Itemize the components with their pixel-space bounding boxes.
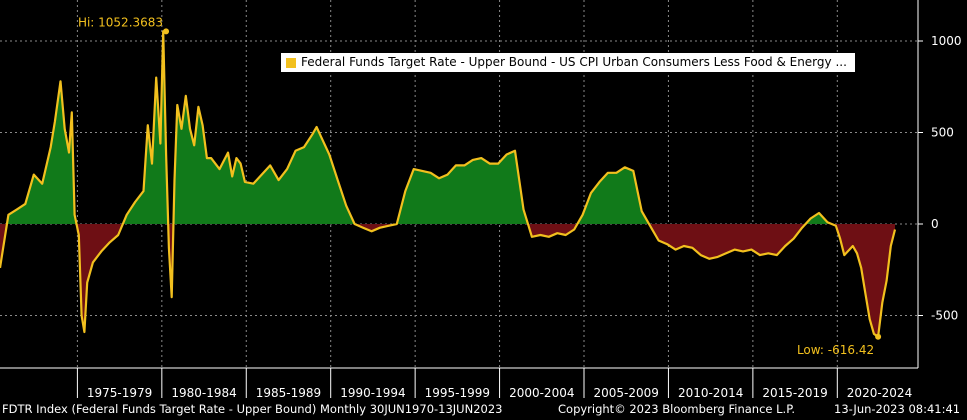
- y-tick-label: 1000: [931, 34, 962, 48]
- y-tick-label: -500: [931, 309, 958, 323]
- positive-area: [0, 31, 895, 224]
- x-period-label: 1985-1989: [256, 386, 321, 400]
- x-period-label: 1980-1984: [171, 386, 236, 400]
- x-period-label: 1990-1994: [340, 386, 405, 400]
- high-annotation-label: Hi: 1052.3683: [78, 15, 163, 29]
- negative-area: [0, 224, 895, 337]
- footer-ticker-info: FDTR Index (Federal Funds Target Rate - …: [2, 402, 503, 416]
- area-fills: [0, 31, 895, 337]
- axes: 1000 500 0 -500 1975-1979 1980-1984 1985-1989 1…: [0, 0, 962, 400]
- footer-timestamp: 13-Jun-2023 08:41:41: [834, 402, 961, 416]
- series-lines: [0, 30, 897, 338]
- series-line: [0, 30, 897, 338]
- y-tick-label: 0: [931, 217, 939, 231]
- x-period-label: 1995-1999: [425, 386, 490, 400]
- annotations: Hi: 1052.3683 Low: -616.42: [78, 15, 882, 357]
- legend-label: Federal Funds Target Rate - Upper Bound …: [301, 55, 847, 69]
- x-period-label: 2005-2009: [594, 386, 659, 400]
- footer-copyright: Copyright© 2023 Bloomberg Finance L.P.: [558, 402, 795, 416]
- low-annotation-label: Low: -616.42: [797, 343, 874, 357]
- x-period-label: 2010-2014: [678, 386, 743, 400]
- x-period-label: 2015-2019: [762, 386, 827, 400]
- x-period-label: 1975-1979: [87, 386, 152, 400]
- legend[interactable]: Federal Funds Target Rate - Upper Bound …: [281, 53, 855, 72]
- x-period-label: 2020-2024: [847, 386, 912, 400]
- legend-swatch-icon: [286, 58, 296, 68]
- low-marker: [875, 333, 882, 340]
- high-marker: [163, 28, 170, 35]
- y-tick-label: 500: [931, 126, 954, 140]
- x-period-label: 2000-2004: [509, 386, 574, 400]
